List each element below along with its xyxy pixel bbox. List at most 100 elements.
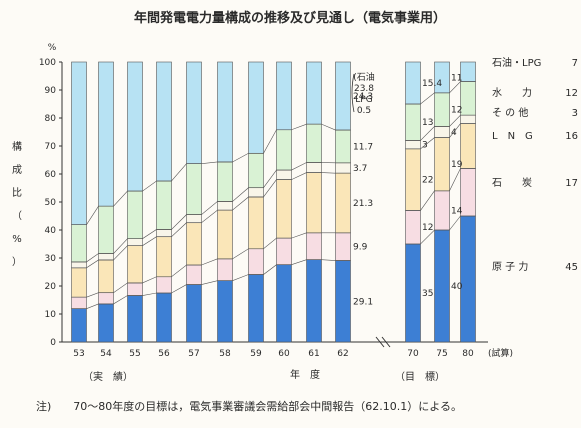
bar-segment <box>186 61 202 164</box>
bar-segment <box>405 210 421 245</box>
bar-segment <box>306 61 322 125</box>
bar-segment <box>71 61 87 225</box>
data-label: 13 <box>422 118 433 128</box>
bar-segment <box>156 229 172 238</box>
y-tick-label: 0 <box>50 338 56 348</box>
legend-label: 原 子 力 <box>492 260 528 273</box>
data-label: 12 <box>422 223 433 233</box>
trend-line <box>405 81 476 105</box>
data-label: 3 <box>422 141 428 151</box>
x-axis-label: 年度 <box>290 368 330 381</box>
y-tick-label: 100 <box>39 58 56 68</box>
data-label: 3.7 <box>353 164 367 174</box>
bar-segment <box>248 248 264 275</box>
bar-segment <box>460 114 476 124</box>
trend-line <box>71 259 351 309</box>
bar-segment <box>405 103 421 141</box>
legend-value: 45 <box>565 262 578 273</box>
x-tick-suffix: (試算) <box>488 347 513 359</box>
x-tick-label: 75 <box>436 349 447 359</box>
bar-segment <box>217 280 233 343</box>
bar-segment <box>127 238 143 246</box>
x-tick-label: 56 <box>158 349 170 359</box>
bar-segment <box>248 61 264 154</box>
y-tick-label: 60 <box>45 170 57 180</box>
bar-segment <box>98 61 114 207</box>
bar-segment <box>71 261 87 269</box>
data-label: 11 <box>451 73 462 83</box>
bar-segment <box>434 137 450 192</box>
bar-segment <box>276 129 292 171</box>
x-tick-label: 55 <box>129 349 140 359</box>
trend-line <box>405 168 476 211</box>
data-label: 9.9 <box>353 243 368 253</box>
bar-segment <box>335 162 351 174</box>
bar-segment <box>460 61 476 82</box>
bar-segment <box>127 190 143 239</box>
x-tick-label: 80 <box>462 349 474 359</box>
bracket-note-label: 0.5 <box>357 106 371 116</box>
data-label: 24.3 <box>353 92 373 102</box>
bar-segment <box>460 81 476 116</box>
x-tick-label: 59 <box>250 349 262 359</box>
bar-segment <box>306 172 322 234</box>
x-tick-label: 70 <box>407 349 419 359</box>
data-label: 4 <box>451 128 457 138</box>
trend-line <box>405 215 476 245</box>
bar-segment <box>335 232 351 261</box>
bar-segment <box>71 224 87 263</box>
y-tick-label: 40 <box>45 226 57 236</box>
data-label: 11.7 <box>353 142 373 152</box>
y-unit-label: % <box>48 43 57 53</box>
bar-segment <box>156 292 172 343</box>
data-label: 14 <box>451 206 463 216</box>
legend-value: 16 <box>565 131 578 142</box>
group-label-actual: （実 績） <box>83 370 133 383</box>
bar-segment <box>434 229 450 343</box>
y-axis-label: ） <box>12 256 22 268</box>
bar-segment <box>98 205 114 254</box>
bracket-note-label: LPG <box>355 95 372 105</box>
bar-segment <box>276 169 292 180</box>
y-tick-label: 90 <box>45 86 57 96</box>
trend-line <box>405 114 476 141</box>
legend-label: L N G <box>492 131 533 142</box>
bar-segment <box>276 179 292 239</box>
bar-segment <box>156 236 172 278</box>
bar-segment <box>127 61 143 192</box>
trend-line <box>71 123 351 225</box>
bar-segment <box>71 296 87 309</box>
x-tick-label: 61 <box>308 349 319 359</box>
bar-segment <box>98 259 114 294</box>
data-label: 29.1 <box>353 297 373 307</box>
legend-label: 水 力 <box>492 86 532 99</box>
bar-segment <box>248 274 264 343</box>
bar-segment <box>217 201 233 211</box>
bar-segment <box>156 180 172 230</box>
x-tick-label: 53 <box>73 349 84 359</box>
legend-label: 石油・LPG <box>492 56 541 69</box>
legend-value: 17 <box>565 178 578 189</box>
bar-segment <box>248 152 264 189</box>
bar-segment <box>335 129 351 164</box>
bar-segment <box>460 123 476 169</box>
data-label: 19 <box>451 160 463 170</box>
data-label: 35 <box>422 289 433 299</box>
bar-segment <box>217 161 233 202</box>
bar-segment <box>98 303 114 343</box>
bar-segment <box>186 214 202 224</box>
bar-segment <box>127 245 143 284</box>
bar-segment <box>434 92 450 127</box>
bar-segment <box>98 253 114 261</box>
bar-segment <box>248 196 264 250</box>
bar-segment <box>98 292 114 305</box>
bar-segment <box>156 61 172 182</box>
y-axis-label: 成 <box>12 164 22 176</box>
bar-segment <box>335 172 351 234</box>
x-tick-label: 54 <box>100 349 112 359</box>
bar-segment <box>306 123 322 163</box>
bar-segment <box>276 61 292 131</box>
bar-segment <box>405 140 421 150</box>
bar-segment <box>217 61 233 163</box>
